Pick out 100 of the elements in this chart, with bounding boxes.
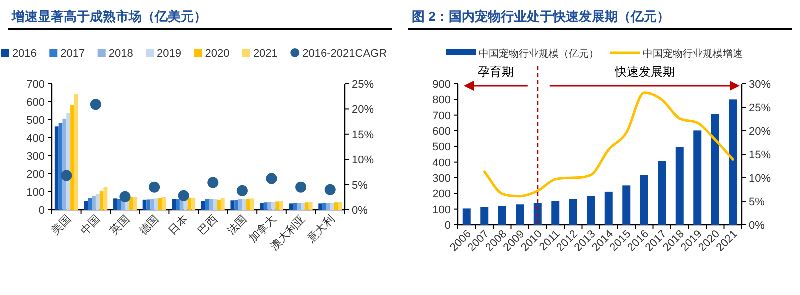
legend-label: 2019: [157, 48, 182, 60]
y2-tick-label: 5%: [749, 196, 766, 208]
bar: [92, 196, 96, 210]
bar: [242, 199, 246, 210]
legend-label: 2020: [205, 48, 230, 60]
y2-tick-label: 25%: [352, 79, 374, 91]
y2-tick-label: 25%: [749, 102, 772, 114]
bar: [308, 202, 313, 210]
bar: [250, 198, 254, 210]
y2-tick-label: 15%: [749, 150, 772, 162]
legend-label: 2016: [12, 48, 37, 60]
bar: [276, 202, 280, 210]
bar: [74, 94, 78, 210]
legend-label: 2016-2021CAGR: [302, 48, 388, 60]
bar: [622, 186, 631, 225]
bar: [280, 201, 284, 210]
y-tick-label: 200: [26, 169, 45, 181]
point: [149, 182, 160, 193]
y-tick-label: 300: [26, 151, 45, 163]
bar: [322, 202, 326, 210]
point: [266, 173, 278, 184]
bar: [304, 202, 309, 210]
x-tick-label: 德国: [138, 213, 162, 238]
bar: [297, 202, 302, 210]
bar: [264, 202, 268, 210]
point: [90, 99, 102, 110]
y-tick-label: 0: [444, 220, 451, 232]
bar: [729, 100, 738, 225]
bar: [84, 201, 88, 210]
legend-label: 2017: [60, 48, 86, 60]
y2-tick-label: 15%: [352, 129, 374, 142]
bar: [62, 118, 67, 210]
x-tick-label: 法国: [224, 212, 250, 238]
y2-tick-label: 10%: [352, 154, 374, 167]
x-tick-label: 意大利: [304, 212, 338, 246]
bar: [205, 199, 210, 210]
bar: [289, 204, 294, 210]
point: [178, 190, 190, 202]
bar: [318, 204, 323, 210]
y-tick-label: 400: [432, 157, 451, 170]
y-tick-label: 400: [26, 133, 45, 145]
y-tick-label: 900: [432, 79, 451, 91]
bar: [480, 207, 489, 225]
bar: [209, 199, 214, 210]
y2-tick-label: 0%: [352, 205, 368, 217]
y-tick-label: 300: [432, 173, 451, 185]
point: [61, 170, 72, 182]
text: 孕育期: [478, 65, 514, 79]
bar: [676, 147, 684, 225]
bar: [234, 200, 239, 210]
x-tick-label: 英国: [108, 212, 132, 238]
point: [120, 191, 131, 202]
bar: [220, 198, 225, 210]
line-series: [483, 92, 734, 198]
bar: [338, 202, 342, 210]
bar: [100, 190, 104, 210]
bar: [172, 199, 176, 210]
x-tick-label: 美国: [48, 212, 74, 238]
text: 快速发展期: [614, 65, 675, 79]
chart-title: 图 2：国内宠物行业处于快速发展期（亿元）: [412, 9, 670, 24]
bar: [114, 198, 118, 210]
bar: [326, 202, 330, 210]
y-tick-label: 0: [38, 205, 45, 217]
bar: [246, 199, 250, 210]
bar: [498, 206, 506, 225]
y-tick-label: 600: [432, 126, 451, 138]
y2-tick-label: 20%: [749, 126, 772, 138]
bar: [230, 200, 235, 210]
y2-tick-label: 10%: [749, 173, 772, 185]
bar: [192, 198, 196, 210]
legend-label: 中国宠物行业规模（亿元）: [479, 48, 599, 60]
y-tick-label: 700: [432, 110, 451, 122]
y-tick-label: 600: [26, 97, 45, 109]
bar: [176, 199, 180, 210]
bar: [334, 202, 338, 210]
bar: [238, 199, 242, 210]
bar: [96, 194, 100, 210]
bar: [117, 199, 122, 210]
bar: [330, 202, 334, 210]
bar: [640, 175, 648, 225]
bar: [54, 126, 59, 210]
y-tick-label: 700: [26, 79, 45, 91]
point: [296, 182, 307, 193]
x-tick-label: 中国: [78, 212, 104, 238]
y-tick-label: 100: [432, 204, 451, 216]
y-tick-label: 100: [26, 187, 45, 199]
bar: [88, 198, 92, 210]
y2-tick-label: 30%: [749, 79, 772, 91]
y2-tick-label: 5%: [352, 180, 368, 192]
bar: [70, 105, 74, 210]
bar: [658, 161, 666, 225]
bar: [552, 201, 560, 225]
bar: [587, 196, 596, 225]
bar: [301, 202, 305, 210]
bar: [201, 201, 206, 210]
y-tick-label: 500: [26, 115, 45, 127]
chart-title: 增速显著高于成熟市场（亿美元）: [11, 9, 207, 24]
y-tick-label: 800: [432, 94, 451, 107]
bar: [462, 208, 471, 225]
bar: [162, 197, 166, 210]
